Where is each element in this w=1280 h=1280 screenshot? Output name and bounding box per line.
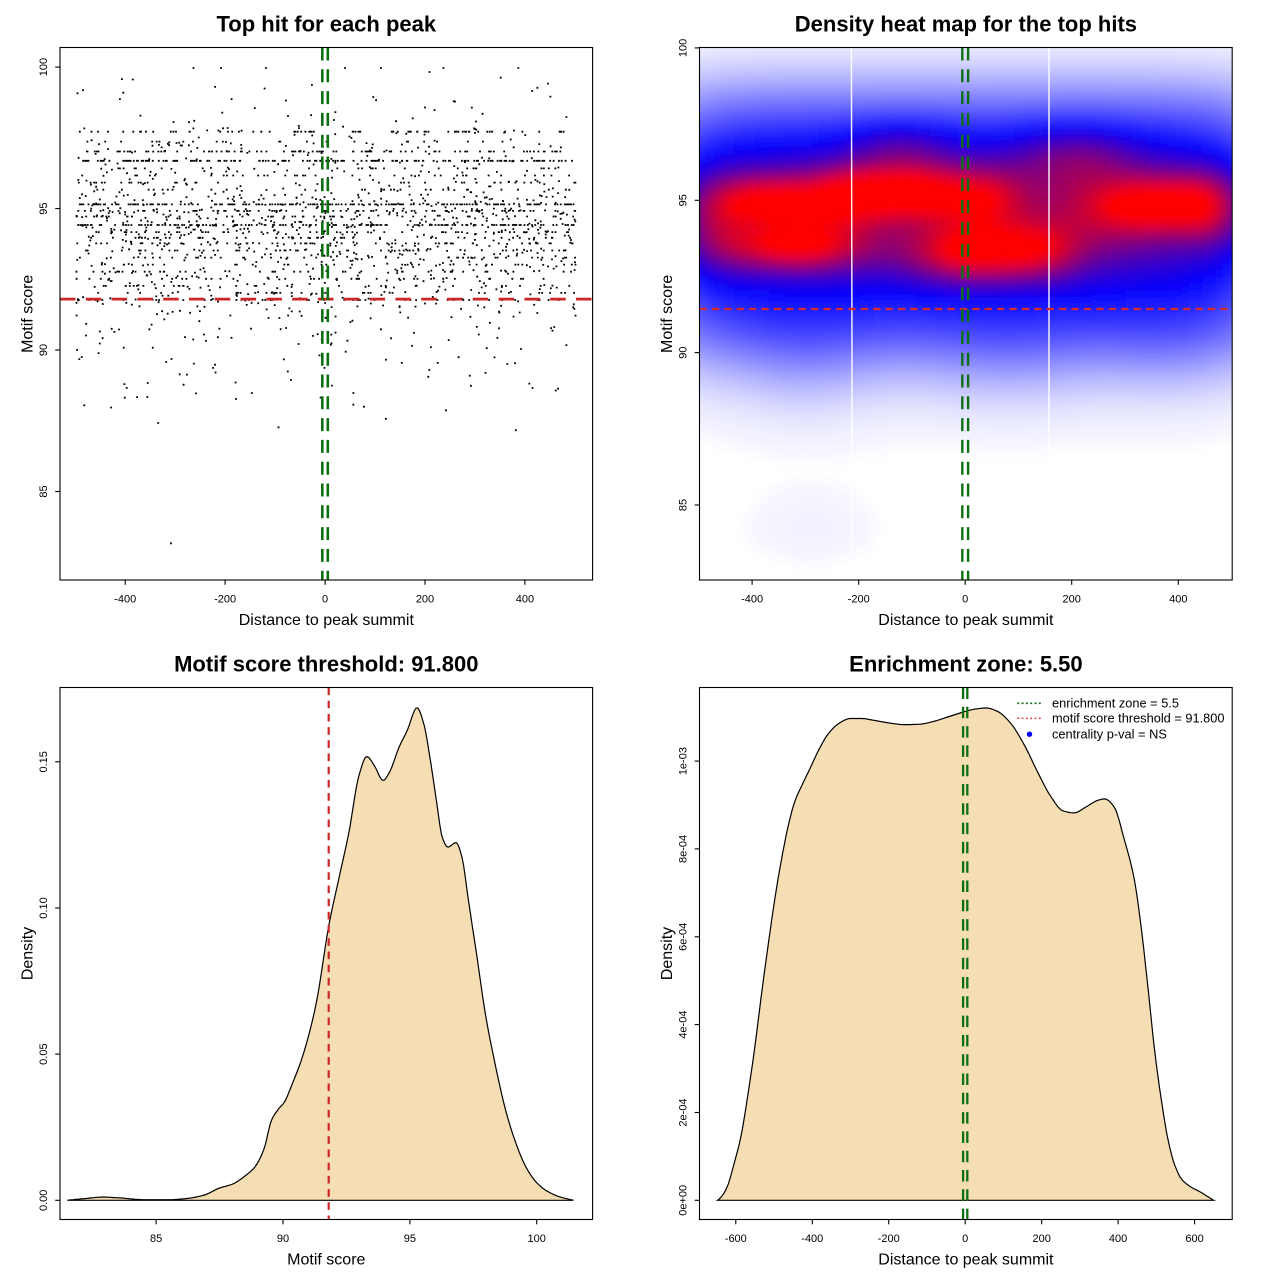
svg-text:-400: -400 — [114, 593, 136, 605]
svg-text:400: 400 — [516, 593, 534, 605]
svg-text:Motif score: Motif score — [20, 275, 37, 353]
svg-text:0: 0 — [322, 593, 328, 605]
svg-text:Top hit for each peak: Top hit for each peak — [216, 12, 436, 37]
svg-text:-200: -200 — [214, 593, 236, 605]
svg-text:95: 95 — [38, 202, 50, 214]
svg-text:Distance to peak summit: Distance to peak summit — [239, 612, 415, 629]
svg-text:Density heat map for the top h: Density heat map for the top hits — [795, 12, 1137, 37]
svg-text:85: 85 — [38, 485, 50, 497]
svg-text:90: 90 — [38, 344, 50, 356]
svg-text:100: 100 — [38, 58, 50, 76]
svg-text:200: 200 — [416, 593, 434, 605]
